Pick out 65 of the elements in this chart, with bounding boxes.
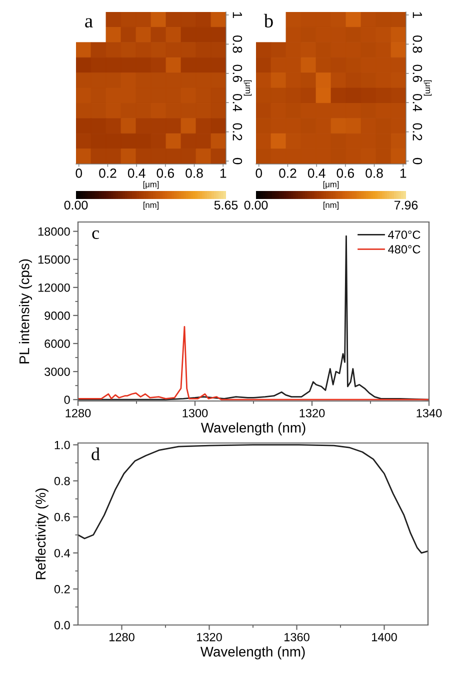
y-tick-label: 18000	[38, 227, 70, 236]
y-tick-label: 0.6	[54, 512, 70, 522]
legend-label: 480°C	[388, 245, 420, 254]
y-tick-label: 12000	[38, 283, 70, 292]
x-tick-label: 1280	[110, 632, 134, 642]
x-tick-label: 1400	[372, 632, 397, 642]
color-bar-title: [nm]	[323, 202, 339, 210]
legend-label: 470°C	[388, 230, 420, 239]
y-tick-label: 0.2	[412, 123, 422, 140]
chart-title: c	[92, 230, 99, 240]
y-tick-label: 1.0	[54, 440, 70, 450]
y-tick-label: 0.4	[412, 94, 422, 112]
y-tick-label: 0	[412, 158, 422, 164]
y-tick-label: 1	[232, 12, 242, 18]
y-tick-label: 0.4	[54, 548, 70, 558]
color-bar-label: 5.65	[214, 200, 238, 210]
chart-title: a	[85, 18, 93, 28]
y-tick-label: 0.0	[54, 621, 70, 630]
color-bar-title: [nm]	[143, 202, 159, 210]
x-axis-title: Wavelength (nm)	[200, 646, 305, 660]
x-tick-label: 1320	[197, 632, 222, 642]
x-tick-label: 0.2	[279, 168, 296, 178]
x-tick-label: 1320	[300, 408, 325, 418]
x-tick-label: 0.2	[99, 168, 116, 178]
color-bar-label: 0.00	[64, 200, 88, 210]
y-tick-label: 0.6	[412, 64, 422, 82]
y-axis-title: Reflectivity (%)	[35, 488, 48, 580]
color-bar-label: 7.96	[394, 200, 418, 210]
y-tick-label: 0.2	[232, 123, 242, 140]
x-axis-title: Wavelength (nm)	[200, 422, 306, 436]
y-tick-label: 0.8	[54, 476, 70, 486]
y-tick-label: 0	[232, 158, 242, 164]
x-axis-title: [μm]	[323, 181, 339, 189]
x-tick-label: 0.6	[156, 168, 174, 178]
x-tick-label: 0.8	[186, 168, 203, 178]
x-tick-label: 0.4	[308, 168, 326, 178]
y-tick-label: 0	[64, 396, 70, 404]
x-tick-label: 0.8	[366, 168, 383, 178]
y-tick-label: 3000	[44, 368, 70, 376]
y-tick-label: 0.4	[232, 94, 242, 112]
x-tick-label: 1	[400, 168, 406, 178]
y-tick-label: 1	[412, 12, 422, 18]
y-axis-title: [μm]	[424, 80, 432, 96]
x-axis-title: [μm]	[143, 181, 159, 189]
y-axis-title: PL intensity (cps)	[19, 259, 32, 364]
y-tick-label: 6000	[44, 340, 70, 348]
x-tick-label: 0.4	[128, 168, 146, 178]
x-tick-label: 1280	[66, 408, 91, 418]
y-tick-label: 9000	[44, 312, 70, 320]
x-tick-label: 1300	[182, 408, 208, 418]
y-tick-label: 0.8	[412, 36, 422, 53]
x-tick-label: 1	[220, 168, 226, 178]
x-tick-label: 1360	[284, 632, 310, 642]
color-bar-label: 0.00	[244, 200, 268, 210]
chart-title: d	[92, 448, 100, 460]
y-tick-label: 0.2	[54, 584, 70, 594]
y-tick-label: 0.6	[232, 64, 242, 82]
y-axis-title: [μm]	[244, 80, 252, 96]
x-tick-label: 0	[256, 168, 262, 178]
chart-title: b	[264, 14, 273, 28]
y-tick-label: 15000	[38, 255, 70, 264]
x-tick-label: 1340	[416, 408, 442, 418]
x-tick-label: 0	[76, 168, 82, 178]
x-tick-label: 0.6	[336, 168, 354, 178]
y-tick-label: 0.8	[232, 36, 242, 53]
